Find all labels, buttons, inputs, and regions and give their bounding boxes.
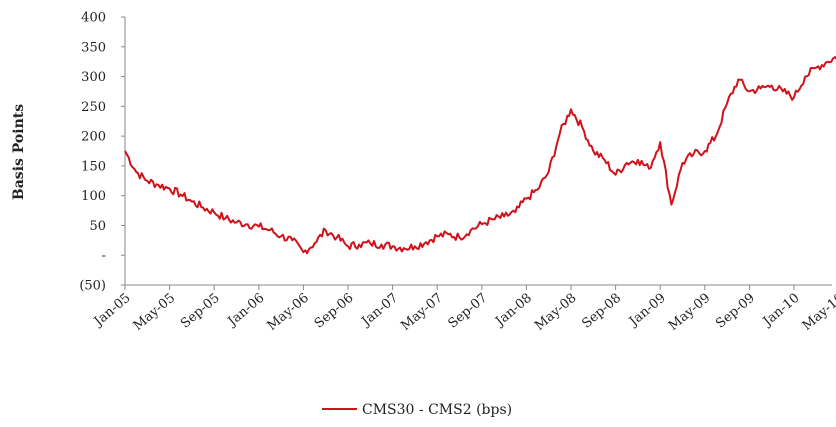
y-tick-label: 250 [81,100,106,115]
x-tick-label: May-09 [666,291,713,334]
x-tick-label: Jan-09 [625,291,669,331]
y-tick-label: 200 [81,130,106,145]
x-tick-label: Sep-06 [312,291,357,332]
y-tick-label: 100 [81,189,106,204]
x-tick-label: Jan-06 [224,291,268,331]
x-tick-label: May-07 [398,291,445,334]
x-tick-label: Jan-10 [759,291,803,331]
y-tick-label: 350 [81,40,106,55]
x-tick-label: May-05 [131,291,178,334]
x-tick-label: Jan-08 [491,291,535,331]
y-tick-label: 300 [81,70,106,85]
x-tick-label: Sep-09 [713,291,758,332]
x-tick-label: Jan-05 [90,291,134,331]
legend: CMS30 - CMS2 (bps) [322,402,512,418]
axes [124,17,832,286]
y-tick-label: - [102,249,106,264]
series-line-cms30-cms2 [124,56,836,255]
x-tick-label: May-06 [265,291,312,334]
y-tick-label: (50) [79,279,106,294]
y-ticks: 400 350 300 250 200 150 100 50 - (50) [79,11,125,294]
x-tick-label: Sep-08 [579,291,624,332]
legend-label: CMS30 - CMS2 (bps) [362,402,512,418]
x-tick-label: Sep-07 [446,291,491,332]
x-tick-label: Jan-07 [358,291,402,331]
y-tick-label: 50 [89,219,106,234]
y-tick-label: 400 [81,11,106,26]
x-tick-label: May-08 [532,291,579,334]
y-tick-label: 150 [81,159,106,174]
x-tick-label: May-10 [800,291,836,334]
x-tick-label: Sep-05 [178,291,223,332]
y-axis-label: Basis Points [11,104,27,200]
